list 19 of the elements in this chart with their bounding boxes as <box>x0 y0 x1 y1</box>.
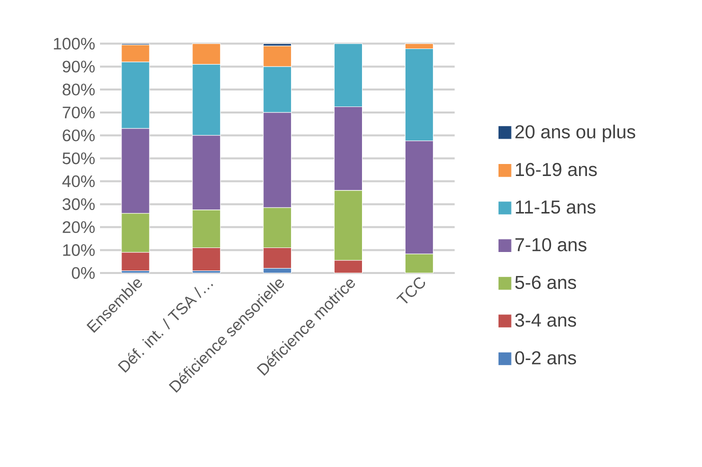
y-tick-label: 70% <box>62 106 95 118</box>
y-tick-label: 90% <box>62 60 95 72</box>
y-tick-label: 80% <box>62 84 95 96</box>
y-tick-label: 40% <box>62 175 95 188</box>
x-tick-label: TCC <box>396 277 426 304</box>
legend-label: 11-15 ans <box>516 200 596 214</box>
y-tick-label: 60% <box>62 130 95 142</box>
legend-label: 5-6 ans <box>515 276 576 290</box>
y-tick-label: 20% <box>62 221 95 234</box>
legend-label: 16-19 ans <box>516 162 597 176</box>
y-tick-label: 10% <box>63 244 95 256</box>
legend-label: 3-4 ans <box>515 314 576 327</box>
legend-label: 20 ans ou plus <box>515 124 636 142</box>
y-tick-label: 0% <box>72 267 95 279</box>
y-tick-label: 100% <box>54 38 95 50</box>
legend-label: 7-10 ans <box>515 238 586 252</box>
y-tick-label: 30% <box>62 198 95 210</box>
y-tick-label: 50% <box>62 152 95 164</box>
legend-label: 0-2 ans <box>515 351 576 364</box>
